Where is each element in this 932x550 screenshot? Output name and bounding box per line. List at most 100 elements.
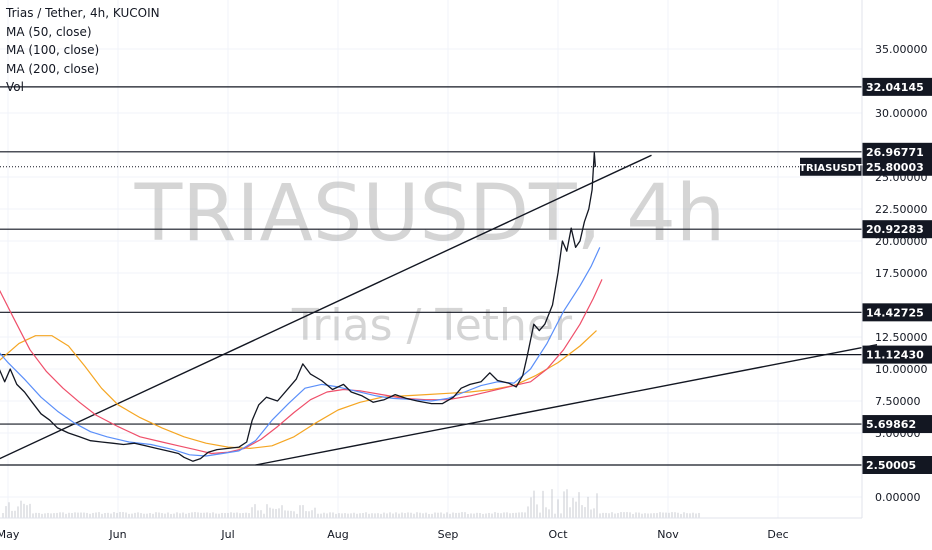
volume-bar <box>2 512 4 518</box>
level-label-bg <box>862 415 932 434</box>
trendline[interactable] <box>0 154 652 465</box>
trendline[interactable] <box>255 343 878 466</box>
volume-bar <box>560 513 562 518</box>
volume-bar <box>320 513 322 518</box>
x-tick-label: Nov <box>657 528 679 541</box>
volume-bar <box>308 511 310 518</box>
volume-bar <box>248 513 250 518</box>
volume-bar <box>182 512 184 518</box>
volume-bar <box>545 507 547 518</box>
volume-bar <box>509 513 511 518</box>
volume-bar <box>569 507 571 518</box>
volume-bar <box>104 513 106 518</box>
series-ma100 <box>0 279 603 455</box>
legend-ma100[interactable]: MA (100, close) <box>6 43 100 58</box>
volume-bar <box>101 513 103 518</box>
volume-bar <box>365 512 367 518</box>
volume-bar <box>521 512 523 518</box>
volume-bar <box>44 513 46 518</box>
volume-bar <box>656 513 658 518</box>
volume-bar <box>296 513 298 518</box>
volume-bar <box>335 513 337 518</box>
volume-bar <box>404 513 406 518</box>
volume-bar <box>389 512 391 518</box>
y-tick-label: 12.50000 <box>875 331 928 344</box>
volume-bar <box>89 513 91 518</box>
last-price-label: 25.80003 <box>866 161 924 174</box>
volume-bar <box>659 512 661 518</box>
volume-bar <box>425 512 427 518</box>
volume-bar <box>8 502 10 518</box>
y-tick-label: 35.00000 <box>875 43 928 56</box>
volume-bar <box>356 513 358 518</box>
volume-bar <box>479 513 481 518</box>
volume-bar <box>86 512 88 518</box>
volume-bar <box>551 489 553 518</box>
volume-bar <box>167 512 169 518</box>
volume-bar <box>251 507 253 518</box>
volume-bar <box>665 512 667 518</box>
volume-bar <box>260 510 262 518</box>
legend-ma50[interactable]: MA (50, close) <box>6 24 92 39</box>
volume-bar <box>275 508 277 518</box>
legend-ma200[interactable]: MA (200, close) <box>6 61 100 76</box>
volume-bar <box>527 506 529 518</box>
symbol-label-bg <box>800 157 862 176</box>
volume-bar <box>62 512 64 518</box>
volume-bar <box>554 513 556 518</box>
volume-bar <box>32 513 34 518</box>
volume-bar <box>11 510 13 518</box>
volume-bar <box>332 512 334 518</box>
volume-bar <box>689 513 691 518</box>
symbol-label: TRIASUSDT <box>799 163 863 174</box>
volume-bar <box>524 512 526 518</box>
volume-bar <box>506 512 508 518</box>
volume-bar <box>230 512 232 518</box>
volume-bar <box>140 513 142 518</box>
legend-title[interactable]: Trias / Tether, 4h, KUCOIN <box>6 6 160 20</box>
volume-bar <box>326 513 328 518</box>
volume-bar <box>383 512 385 518</box>
volume-bar <box>512 512 514 518</box>
volume-bar <box>68 512 70 518</box>
volume-bar <box>17 506 19 518</box>
y-axis[interactable]: 35.00000 30.00000 25.00000 22.50000 20.00000… <box>861 0 928 518</box>
volume-bar <box>476 512 478 518</box>
x-axis[interactable]: May Jun Jul Aug Sep Oct Nov Dec <box>0 517 862 541</box>
volume-bar <box>440 512 442 518</box>
volume-bar <box>605 512 607 518</box>
volume-bar <box>149 513 151 518</box>
volume-bar <box>266 504 268 518</box>
volume-bar <box>284 510 286 518</box>
volume-bar <box>485 513 487 518</box>
volume-bar <box>371 513 373 518</box>
volume-bar <box>116 512 118 518</box>
volume-bar <box>41 513 43 518</box>
volume-bar <box>305 511 307 518</box>
volume-bar <box>566 489 568 518</box>
volume-bar <box>5 506 7 518</box>
volume-bar <box>584 507 586 518</box>
y-tick-label: 5.00000 <box>875 427 921 440</box>
volume-bar <box>242 513 244 518</box>
legend-volume[interactable]: Vol <box>6 80 24 95</box>
volume-bar <box>542 490 544 518</box>
volume-bar <box>644 513 646 518</box>
volume-bar <box>470 513 472 518</box>
volume-bar <box>515 512 517 518</box>
volume-bar <box>464 512 466 518</box>
volume-bar <box>23 503 25 518</box>
trendlines[interactable] <box>0 154 878 466</box>
volume-bar <box>20 500 22 518</box>
series-price <box>0 152 597 462</box>
volume-bar <box>290 510 292 518</box>
horizontal-levels[interactable]: 32.04145 26.96771 20.92283 14.42725 11.12430… <box>0 77 932 474</box>
volume-bar <box>329 512 331 518</box>
volume-bar <box>59 512 61 518</box>
y-tick-label: 22.50000 <box>875 203 928 216</box>
volume-bar <box>449 513 451 518</box>
volume-bar <box>194 512 196 518</box>
volume-bar <box>293 511 295 518</box>
volume-bar <box>35 512 37 518</box>
